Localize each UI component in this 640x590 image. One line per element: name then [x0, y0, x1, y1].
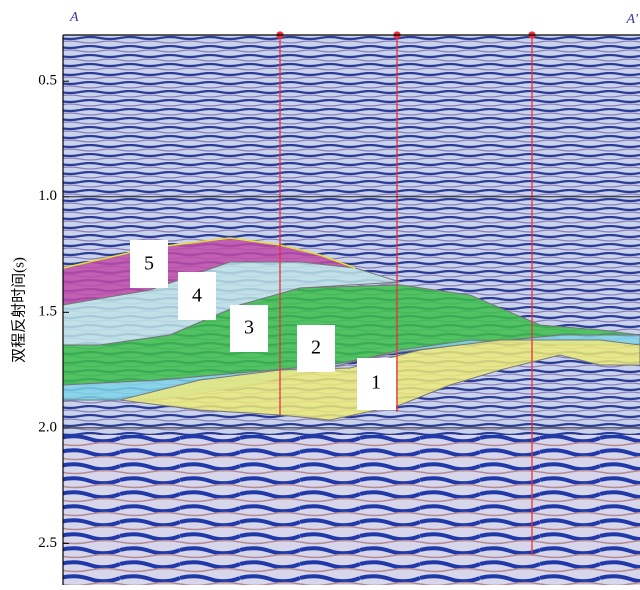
axes: 0.5 1.0 1.5 2.0 2.5 [38, 34, 640, 585]
zone-label: 2 [311, 337, 321, 359]
y-tick-label: 1.0 [38, 188, 57, 204]
y-tick-label: 1.5 [38, 304, 57, 320]
section-start-label: A [69, 10, 79, 25]
section-end-label: A' [625, 12, 639, 27]
y-tick-label: 2.5 [38, 535, 57, 551]
zone-label: 3 [244, 317, 254, 339]
y-tick-label: 0.5 [38, 73, 57, 89]
y-axis-label: 双程反射时间(s) [10, 257, 27, 363]
zone-label: 4 [192, 285, 202, 307]
y-tick-label: 2.0 [38, 419, 57, 435]
zone-label: 5 [144, 253, 154, 275]
zone-labels: 5 4 3 2 1 [130, 240, 396, 410]
zone-label: 1 [371, 372, 381, 394]
